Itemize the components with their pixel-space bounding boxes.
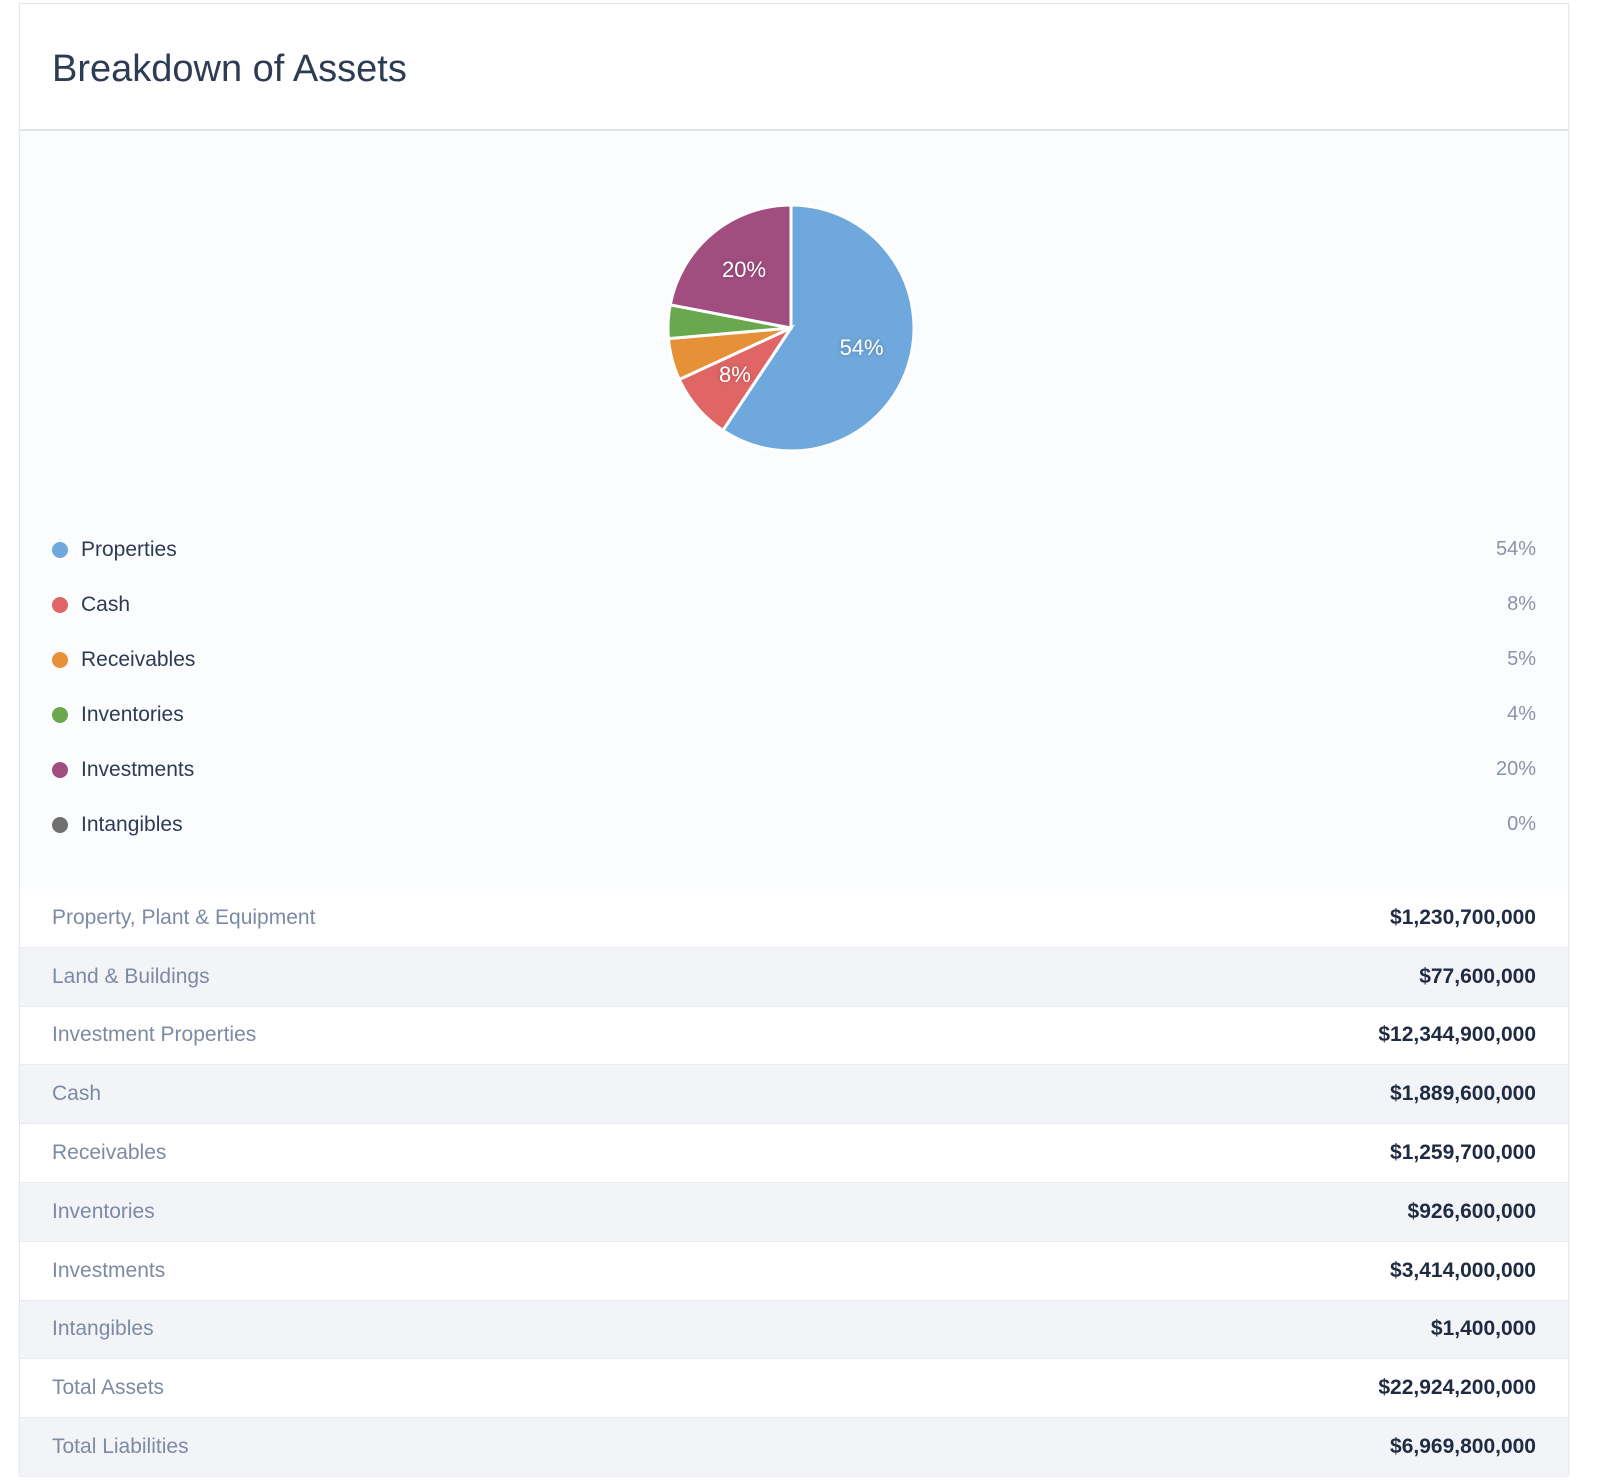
- svg-text:20%: 20%: [722, 257, 766, 282]
- svg-text:8%: 8%: [719, 362, 751, 387]
- svg-text:54%: 54%: [840, 335, 884, 360]
